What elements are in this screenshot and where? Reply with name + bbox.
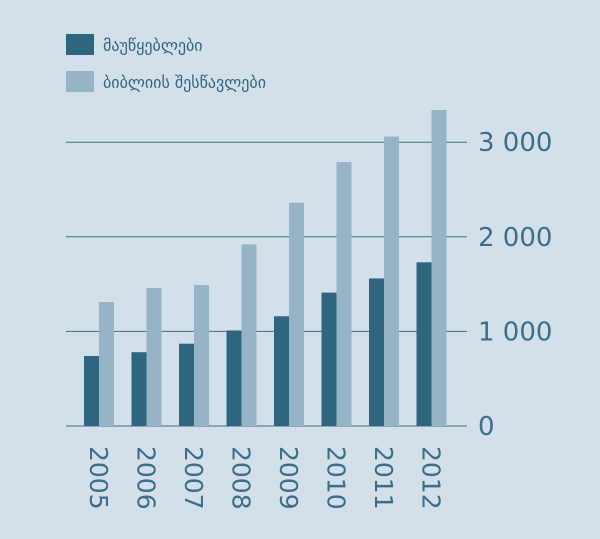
bar-broadcasters [226, 330, 242, 426]
y-tick-label: 0 [478, 412, 495, 442]
x-tick-label: 2010 [322, 446, 351, 510]
bar-bible-studies [289, 202, 304, 426]
bar-bible-studies [99, 302, 114, 426]
y-tick-label: 2 000 [478, 223, 552, 253]
x-tick-label: 2006 [132, 446, 161, 510]
legend-label-broadcasters: მაუწყებლები [103, 36, 203, 55]
bar-broadcasters [274, 316, 289, 426]
y-tick-label: 1 000 [478, 317, 552, 347]
legend: მაუწყებლები ბიბლიის შესწავლები [66, 34, 266, 92]
bar-bible-studies [384, 136, 399, 427]
bar-broadcasters [321, 292, 337, 426]
bar-bible-studies [241, 244, 257, 426]
x-axis-tick-labels: 2005 2006 2007 2008 2009 2010 2011 2012 [84, 446, 446, 510]
bar-bible-studies [194, 285, 209, 426]
x-tick-label: 2012 [417, 446, 446, 510]
bar-broadcasters [179, 343, 194, 426]
bar-bible-studies [431, 110, 447, 426]
bar-broadcasters [416, 262, 432, 426]
x-tick-label: 2008 [227, 446, 256, 510]
gridlines [66, 141, 467, 427]
bar-broadcasters [369, 278, 384, 426]
x-tick-label: 2007 [179, 446, 208, 510]
x-tick-label: 2011 [369, 446, 398, 510]
x-tick-label: 2005 [84, 446, 113, 510]
y-axis-tick-labels: 0 1 000 2 000 3 000 [478, 128, 552, 442]
bar-broadcasters [131, 352, 147, 426]
legend-swatch-broadcasters [66, 34, 94, 55]
bar-broadcasters [84, 355, 99, 426]
legend-label-bible-studies: ბიბლიის შესწავლები [103, 73, 266, 92]
legend-swatch-bible-studies [66, 71, 94, 92]
bars [84, 110, 447, 427]
y-tick-label: 3 000 [478, 128, 552, 158]
x-tick-label: 2009 [274, 446, 303, 510]
bar-bible-studies [336, 162, 352, 427]
bar-bible-studies [146, 287, 162, 426]
